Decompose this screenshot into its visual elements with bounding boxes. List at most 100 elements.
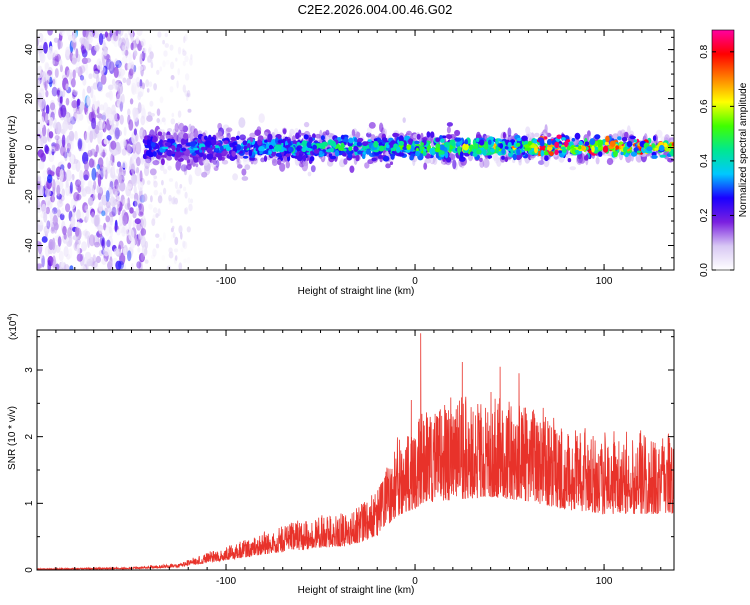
heatmap-cell	[40, 252, 44, 259]
heatmap-cell	[595, 157, 600, 165]
heatmap-cell	[174, 122, 179, 133]
heatmap-cell	[615, 145, 620, 150]
heatmap-cell	[65, 169, 72, 182]
heatmap-cell	[504, 139, 509, 144]
heatmap-cell	[104, 226, 110, 237]
heatmap-cell	[188, 174, 193, 186]
heatmap-cell	[277, 139, 284, 144]
heatmap-cell	[156, 69, 160, 75]
heatmap-cell	[184, 90, 188, 97]
heatmap-cell	[303, 154, 307, 162]
colorbar: 0.0 0.2 0.4 0.6 0.8 Normalized spectral ampl…	[699, 29, 749, 277]
heatmap-cell	[122, 77, 127, 84]
heatmap-cell	[92, 70, 99, 79]
heatmap-cell	[554, 141, 560, 149]
heatmap-cell	[80, 265, 87, 270]
heatmap-cell	[58, 58, 63, 68]
heatmap-cell	[183, 166, 188, 176]
heatmap-cell	[181, 138, 187, 145]
heatmap-cell	[137, 181, 144, 192]
heatmap-cell	[48, 76, 53, 88]
heatmap-cell	[177, 46, 182, 55]
heatmap-cell	[504, 146, 509, 150]
heatmap-cell	[183, 258, 187, 264]
heatmap-cell	[310, 165, 316, 173]
heatmap-cell	[132, 210, 137, 219]
heatmap-cell	[484, 158, 490, 168]
heatmap-cell	[152, 160, 160, 166]
heatmap-cell	[378, 145, 385, 152]
heatmap-cell	[66, 30, 71, 37]
heatmap-cell	[52, 78, 56, 85]
heatmap-cell	[55, 244, 61, 253]
heatmap-cell	[117, 172, 122, 184]
heatmap-cell	[408, 138, 413, 146]
heatmap-cell	[88, 31, 93, 44]
heatmap-cell	[153, 189, 159, 196]
heatmap-cell	[142, 153, 147, 160]
heatmap-cell	[144, 259, 149, 264]
heatmap-cell	[138, 260, 143, 270]
heatmap-cell	[153, 175, 158, 180]
heatmap-cell	[501, 148, 506, 155]
heatmap-cell	[626, 140, 633, 148]
heatmap-cell	[134, 198, 138, 208]
heatmap-cell	[44, 144, 49, 154]
heatmap-cell	[187, 197, 191, 204]
heatmap-cell	[137, 65, 144, 71]
heatmap-cell	[589, 138, 596, 146]
heatmap-cell	[168, 134, 173, 138]
heatmap-cell	[621, 136, 628, 142]
heatmap-cell	[109, 179, 114, 186]
heatmap-cell	[448, 134, 452, 139]
heatmap-cell	[150, 254, 156, 259]
heatmap-cell	[104, 169, 108, 180]
snr-y-tick-label: 3	[24, 367, 35, 373]
heatmap-cell	[106, 135, 112, 141]
heatmap-cell	[186, 226, 191, 233]
heatmap-cell	[139, 53, 143, 65]
heatmap-cell	[356, 141, 363, 147]
heatmap-cell	[149, 168, 157, 176]
heatmap-cell	[136, 222, 142, 231]
heatmap-cell	[39, 185, 45, 198]
heatmap-cell	[63, 246, 69, 258]
heatmap-cell	[315, 133, 321, 139]
heatmap-cell	[463, 145, 469, 151]
heatmap-cell	[70, 116, 76, 125]
heatmap-cell	[151, 218, 156, 227]
heatmap-cell	[59, 64, 63, 73]
snr-y-tick-label: 1	[24, 500, 35, 506]
heatmap-cell	[415, 151, 420, 157]
heatmap-cell	[193, 147, 199, 151]
heatmap-cell	[168, 178, 174, 182]
heatmap-cell	[71, 173, 75, 181]
heatmap-cell	[51, 148, 55, 156]
heatmap-cell	[243, 145, 248, 150]
heatmap-cell	[56, 199, 63, 208]
heatmap-cell	[179, 184, 183, 189]
heatmap-cell	[70, 153, 75, 165]
heatmap-cell	[156, 118, 160, 123]
heatmap-cell	[167, 165, 172, 171]
heatmap-cell	[121, 226, 126, 237]
heatmap-cell	[581, 145, 585, 151]
heatmap-cell	[565, 149, 570, 160]
heatmap-cell	[102, 33, 106, 40]
heatmap-cell	[162, 60, 166, 68]
heatmap-cell	[163, 117, 167, 126]
heatmap-cell	[64, 150, 68, 162]
heatmap-cell	[87, 106, 92, 114]
heatmap-cell	[402, 117, 406, 123]
heatmap-cell	[190, 198, 194, 204]
heatmap-cell	[84, 160, 89, 172]
heatmap-cell	[149, 100, 154, 107]
heatmap-cell	[258, 113, 265, 123]
heatmap-cell	[137, 232, 142, 241]
heatmap-cell	[66, 69, 73, 80]
heatmap-cell	[172, 232, 176, 239]
heatmap-cell	[87, 196, 94, 206]
heatmap-cell	[168, 251, 174, 259]
colorbar-tick-label: 0.0	[699, 263, 710, 277]
heatmap-cell	[184, 33, 188, 42]
